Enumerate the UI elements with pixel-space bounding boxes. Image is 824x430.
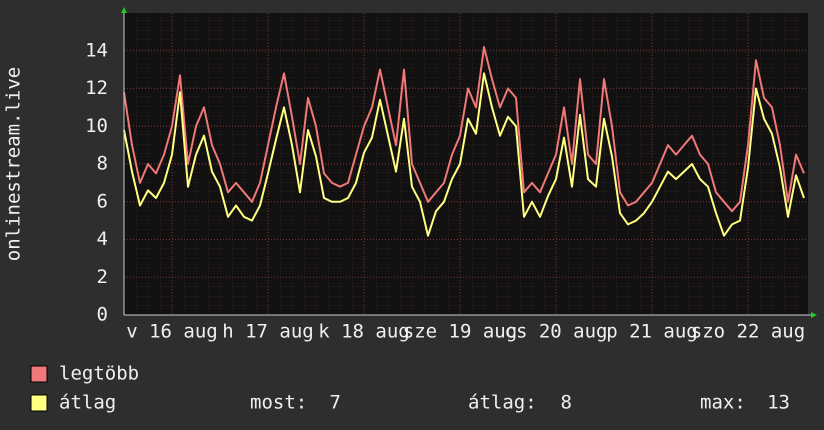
legend-swatch — [30, 365, 48, 383]
grid — [124, 13, 808, 316]
stat-label: most: — [250, 392, 307, 414]
legend-label: átlag — [59, 392, 116, 414]
stat-value: 13 — [767, 392, 790, 414]
stat-value: 7 — [330, 392, 341, 414]
series-line — [123, 46, 805, 213]
x-tick-label: v 16 aug — [126, 321, 218, 343]
legend: legtöbb átlag most: 7 átlag: 8 max: 13 — [30, 363, 790, 414]
legend-swatch — [30, 394, 48, 412]
y-arrow — [121, 7, 127, 13]
y-tick-label: 6 — [97, 190, 108, 212]
y-tick-label: 2 — [97, 266, 108, 288]
y-tick-label: 8 — [97, 153, 108, 175]
stat-value: 8 — [561, 392, 572, 414]
x-arrow — [811, 312, 817, 318]
y-tick-label: 0 — [97, 304, 108, 326]
x-tick-label: p 21 aug — [606, 321, 698, 343]
y-tick-label: 10 — [85, 115, 108, 137]
x-tick-label: szo 22 aug — [691, 321, 805, 343]
lines — [123, 46, 805, 237]
legend-label: legtöbb — [59, 363, 139, 385]
stat-label: max: — [700, 392, 746, 414]
x-tick-label: k 18 aug — [318, 321, 410, 343]
x-tick-label: cs 20 aug — [505, 321, 608, 343]
series-line — [123, 72, 805, 237]
y-tick-label: 14 — [85, 39, 108, 61]
y-tick-label: 4 — [97, 228, 108, 250]
y-tick-label: 12 — [85, 77, 108, 99]
y-axis-label: onlinestream.live — [3, 67, 25, 261]
x-tick-label: h 17 aug — [222, 321, 314, 343]
stat-label: átlag: — [468, 392, 537, 414]
x-tick-label: sze 19 aug — [403, 321, 517, 343]
